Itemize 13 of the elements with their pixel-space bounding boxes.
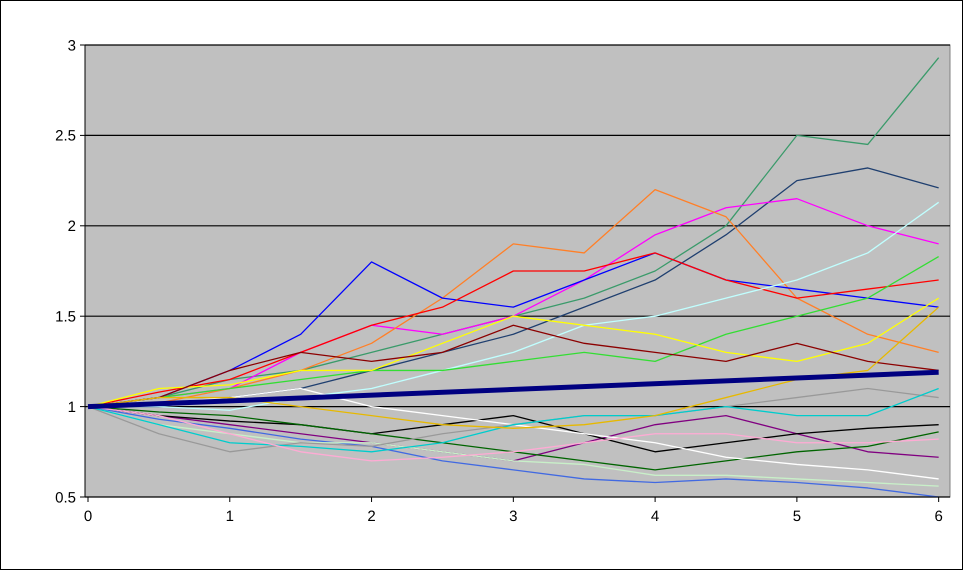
x-tick-label: 6 — [934, 508, 943, 525]
x-tick-label: 1 — [226, 508, 234, 525]
x-tick-label: 0 — [84, 508, 92, 525]
y-tick-label: 2 — [68, 218, 76, 236]
y-tick-label: 1 — [68, 398, 76, 416]
y-tick-label: 3 — [68, 37, 76, 54]
x-tick-label: 5 — [792, 508, 802, 525]
x-tick-label: 3 — [509, 508, 518, 525]
y-tick-label: 0.5 — [55, 489, 76, 506]
x-tick-label: 2 — [367, 508, 376, 525]
x-tick-label: 4 — [650, 508, 660, 525]
y-tick-label: 2.5 — [55, 128, 76, 145]
y-tick-label: 1.5 — [55, 308, 76, 326]
